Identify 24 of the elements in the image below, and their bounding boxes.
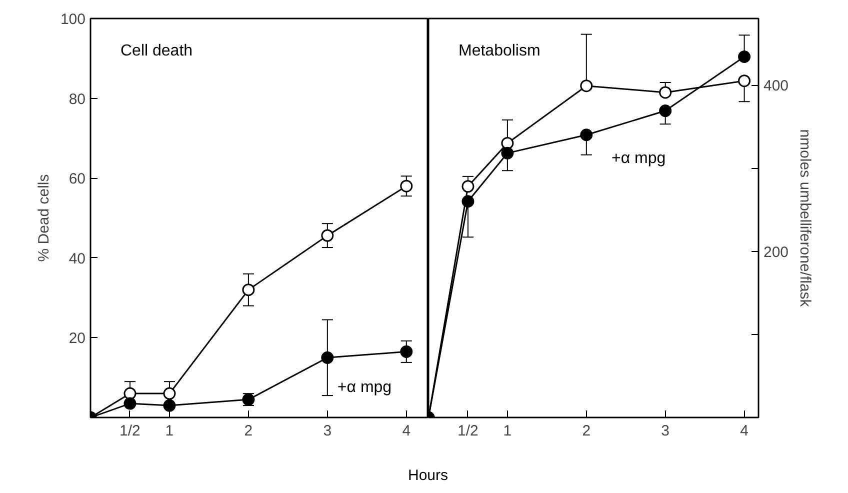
x-tick-label: 1/2: [458, 422, 478, 440]
text: Metabolism: [458, 42, 540, 60]
x-tick-label: 3: [323, 422, 332, 440]
x-tick-label: 1: [165, 422, 174, 440]
y2-tick-label: 400: [764, 78, 789, 94]
y-tick-label: 100: [60, 11, 86, 28]
annotation: +α mpg: [612, 150, 666, 167]
y2-axis-title: nmoles umbelliferone/flask: [796, 129, 814, 308]
x-tick-label: 1: [503, 422, 512, 440]
text: Cell death: [120, 42, 193, 60]
y-tick-label: 60: [68, 170, 86, 188]
y-tick-label: 20: [68, 330, 86, 348]
x-tick-label: 2: [244, 422, 253, 440]
y-axis-title: % Dead cells: [35, 174, 52, 262]
x-tick-label: 1/2: [120, 422, 140, 440]
y-tick-label: 80: [68, 90, 86, 108]
y2-tick-label: 200: [764, 244, 789, 261]
x-axis-title: Hours: [408, 466, 448, 486]
x-tick-label: 4: [740, 422, 748, 440]
y-tick-label: 40: [68, 250, 86, 268]
x-tick-label: 4: [402, 422, 411, 440]
annotation: +α mpg: [337, 379, 392, 396]
x-tick-label: 2: [582, 422, 591, 440]
x-tick-label: 3: [661, 422, 670, 440]
